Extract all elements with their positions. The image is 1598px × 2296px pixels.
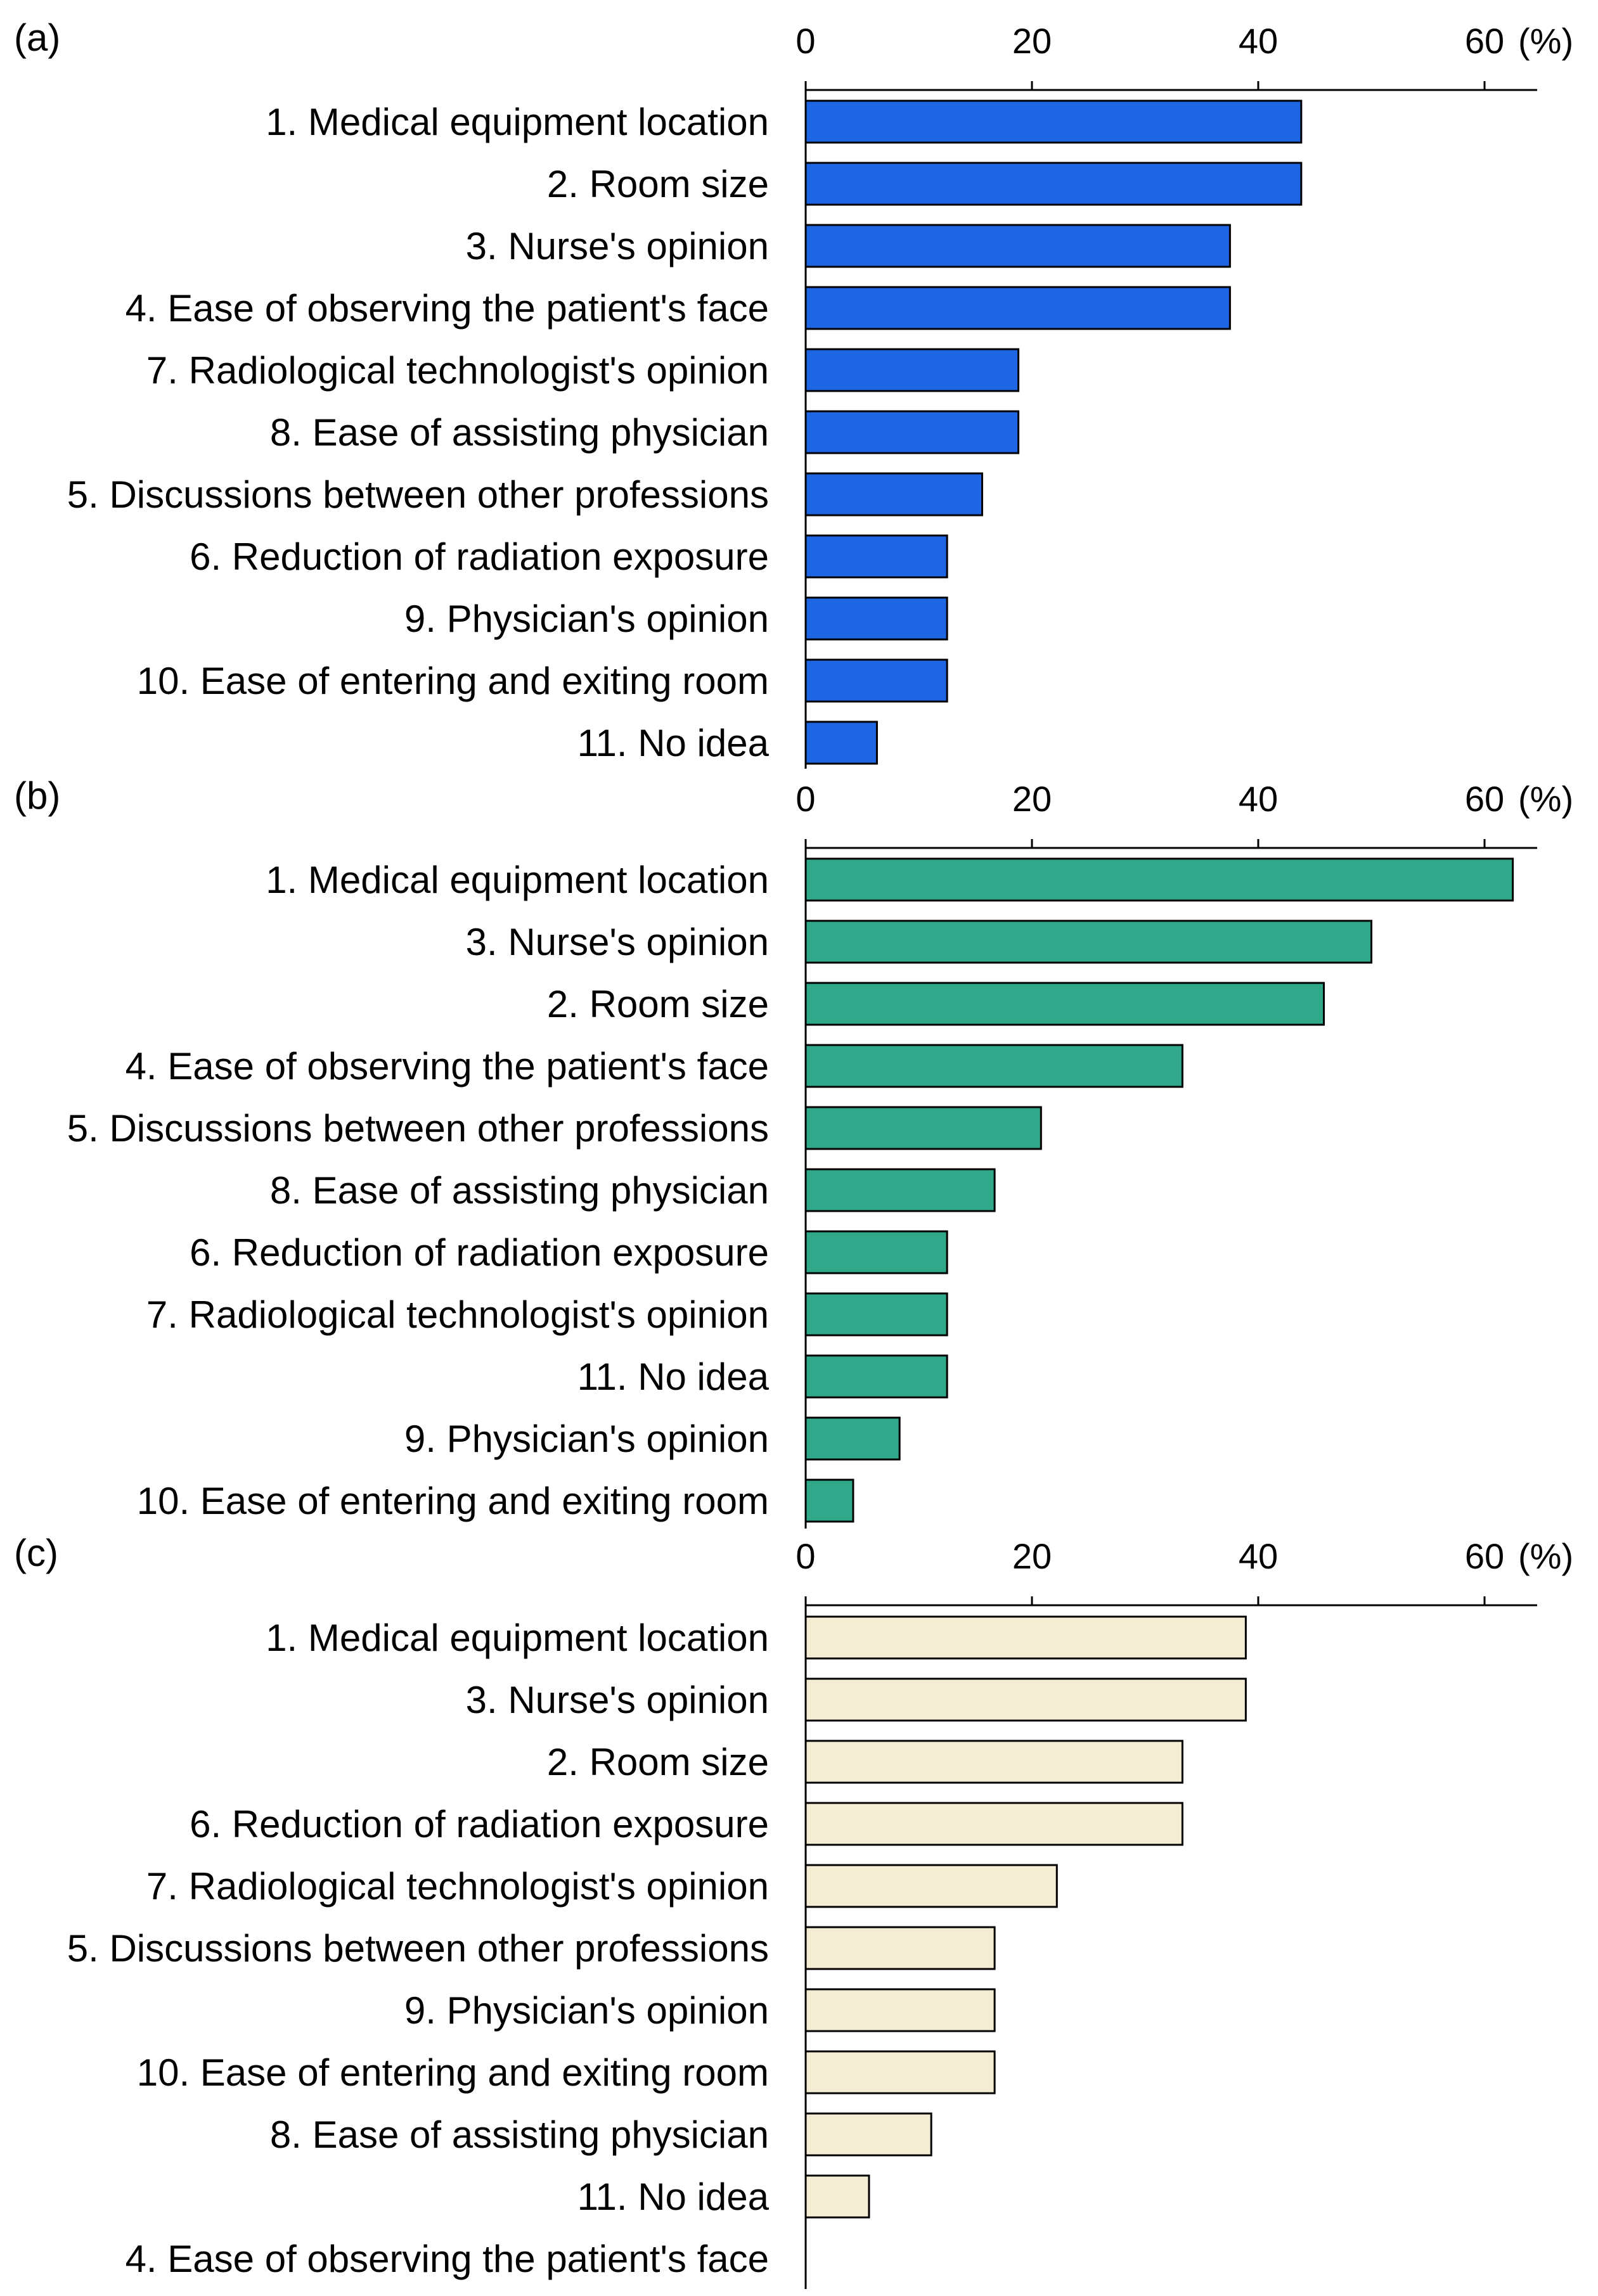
chart-panel-2: (b) 0 20 40 60 (%) 1. Medical equipment locati… <box>14 774 1573 1529</box>
bar <box>804 162 1303 206</box>
category-label: 5. Discussions between other professions <box>67 1107 769 1150</box>
bar <box>804 1106 1042 1150</box>
bar <box>804 1354 948 1399</box>
category-label: 9. Physician's opinion <box>404 1989 769 2032</box>
bar <box>804 2112 932 2157</box>
category-label: 11. No idea <box>577 2176 770 2218</box>
x-tick-label: 20 <box>1012 779 1052 819</box>
category-label: 2. Room size <box>547 983 769 1025</box>
category-label: 7. Radiological technologist's opinion <box>146 349 769 392</box>
unit-label: (%) <box>1518 21 1573 61</box>
bar <box>804 99 1303 144</box>
category-label: 1. Medical equipment location <box>266 101 769 143</box>
bar <box>804 2174 870 2219</box>
category-label: 3. Nurse's opinion <box>466 921 769 963</box>
category-label: 8. Ease of assisting physician <box>270 411 769 454</box>
category-label: 7. Radiological technologist's opinion <box>146 1293 769 1336</box>
bar <box>804 2050 996 2094</box>
x-tick-label: 40 <box>1239 21 1278 61</box>
category-label: 1. Medical equipment location <box>266 1617 769 1659</box>
bar <box>804 1864 1058 1908</box>
bar <box>804 472 983 516</box>
category-label: 3. Nurse's opinion <box>466 225 769 267</box>
category-label: 4. Ease of observing the patient's face <box>126 1045 769 1087</box>
category-label: 8. Ease of assisting physician <box>270 1169 769 1212</box>
bar <box>804 1044 1183 1088</box>
category-label: 7. Radiological technologist's opinion <box>146 1865 769 1908</box>
x-tick-label: 0 <box>796 779 815 819</box>
bar <box>804 721 878 765</box>
category-label: 11. No idea <box>577 722 770 764</box>
chart-panel-3: (c) 0 20 40 60 (%) 1. Medical equipment locati… <box>14 1532 1573 2289</box>
category-label: 6. Reduction of radiation exposure <box>190 1231 769 1274</box>
bar <box>804 658 948 703</box>
category-label: 6. Reduction of radiation exposure <box>190 536 769 578</box>
bar <box>804 1677 1247 1722</box>
bar <box>804 410 1020 454</box>
bar <box>804 348 1020 392</box>
category-label: 1. Medical equipment location <box>266 859 769 901</box>
bar <box>804 1292 948 1337</box>
panel-label: (b) <box>14 774 60 817</box>
category-label: 11. No idea <box>577 1356 770 1398</box>
category-label: 6. Reduction of radiation exposure <box>190 1803 769 1845</box>
category-label: 8. Ease of assisting physician <box>270 2113 769 2156</box>
x-tick-label: 40 <box>1239 779 1278 819</box>
panel-label: (c) <box>14 1532 58 1574</box>
unit-label: (%) <box>1518 1536 1573 1576</box>
x-tick-label: 20 <box>1012 21 1052 61</box>
category-label: 10. Ease of entering and exiting room <box>137 660 769 702</box>
bar <box>804 1478 854 1523</box>
bar <box>804 857 1514 902</box>
panel-label: (a) <box>14 16 60 59</box>
bar <box>804 1168 996 1212</box>
category-label: 10. Ease of entering and exiting room <box>137 1480 769 1522</box>
category-label: 2. Room size <box>547 163 769 205</box>
bar <box>804 1802 1183 1846</box>
bar <box>804 920 1372 964</box>
bar <box>804 596 948 641</box>
category-label: 4. Ease of observing the patient's face <box>126 2238 769 2280</box>
category-label: 9. Physician's opinion <box>404 598 769 640</box>
category-label: 10. Ease of entering and exiting room <box>137 2051 769 2094</box>
chart-panel-1: (a) 0 20 40 60 (%) 1. Medical equipment locati… <box>14 16 1573 769</box>
bar <box>804 982 1325 1026</box>
x-tick-label: 0 <box>796 1536 815 1576</box>
category-label: 5. Discussions between other professions <box>67 1927 769 1970</box>
category-label: 4. Ease of observing the patient's face <box>126 287 769 330</box>
x-tick-label: 60 <box>1465 1536 1504 1576</box>
category-label: 3. Nurse's opinion <box>466 1679 769 1721</box>
bar <box>804 286 1231 330</box>
category-label: 9. Physician's opinion <box>404 1418 769 1460</box>
bar <box>804 1230 948 1274</box>
category-label: 2. Room size <box>547 1741 769 1783</box>
bar <box>804 1416 901 1461</box>
x-tick-label: 60 <box>1465 779 1504 819</box>
x-tick-label: 40 <box>1239 1536 1278 1576</box>
bar <box>804 534 948 579</box>
bar <box>804 1615 1247 1660</box>
x-tick-label: 20 <box>1012 1536 1052 1576</box>
category-label: 5. Discussions between other professions <box>67 473 769 516</box>
x-tick-label: 60 <box>1465 21 1504 61</box>
bar <box>804 224 1231 268</box>
x-tick-label: 0 <box>796 21 815 61</box>
bar <box>804 1740 1183 1784</box>
bar <box>804 1988 996 2032</box>
bar <box>804 1926 996 1970</box>
unit-label: (%) <box>1518 779 1573 819</box>
